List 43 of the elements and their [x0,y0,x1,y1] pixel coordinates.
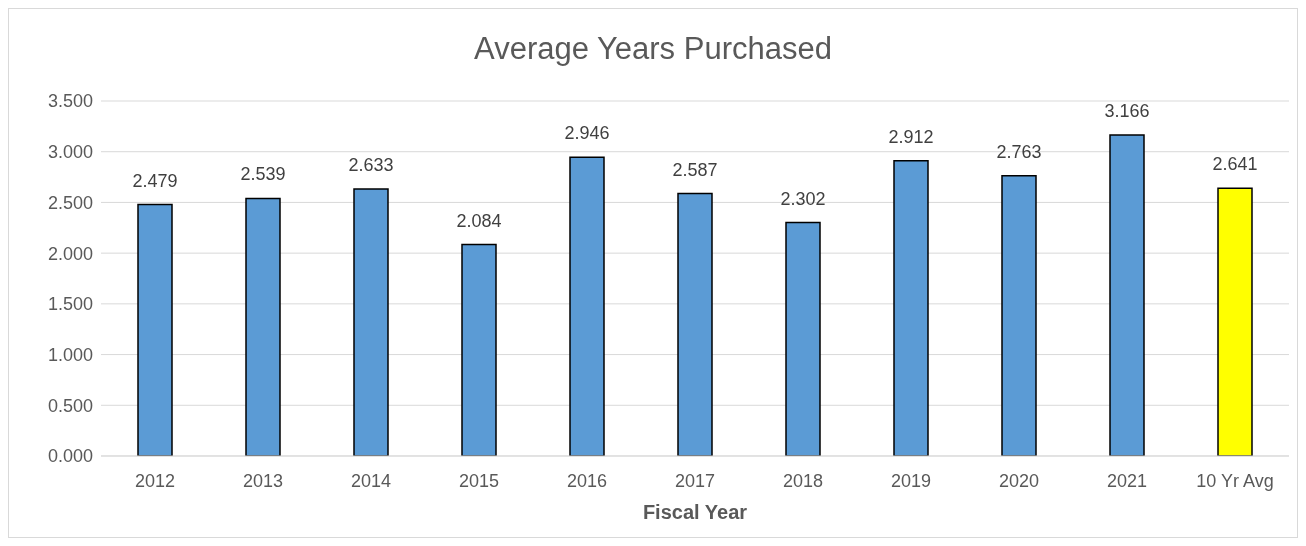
data-label: 2.084 [456,210,502,231]
x-axis-title: Fiscal Year [641,501,749,524]
bar [1001,175,1037,456]
bar [785,221,821,456]
y-tick-label: 0.500 [47,395,93,416]
x-tick-label: 2018 [782,470,824,491]
x-tick-label: 2017 [674,470,716,491]
bar [353,188,389,456]
bar [461,243,497,456]
data-label: 2.641 [1212,154,1258,175]
data-label: 2.479 [132,170,178,191]
data-label: 2.539 [240,164,286,185]
x-tick-label: 2021 [1106,470,1148,491]
x-tick-label: 2015 [458,470,500,491]
bar [677,192,713,456]
bar [893,159,929,456]
x-tick-label: 2020 [998,470,1040,491]
y-tick-label: 0.000 [47,446,93,467]
data-label: 2.946 [564,123,610,144]
data-label: 3.166 [1104,100,1150,121]
x-tick-label: 2013 [242,470,284,491]
y-tick-label: 2.000 [47,243,93,264]
data-label: 2.633 [348,154,394,175]
x-tick-label: 2016 [566,470,608,491]
y-tick-label: 1.500 [47,294,93,315]
bar [1109,134,1145,456]
y-tick-label: 1.000 [47,344,93,365]
x-tick-label: 2012 [134,470,176,491]
chart-title: Average Years Purchased [473,31,833,67]
bar [569,156,605,456]
data-label: 2.763 [996,141,1042,162]
x-tick-label: 2019 [890,470,932,491]
y-tick-label: 2.500 [47,192,93,213]
x-tick-label: 2014 [350,470,392,491]
data-label: 2.302 [780,188,826,209]
data-label: 2.587 [672,159,718,180]
x-tick-label: 10 Yr Avg [1196,470,1274,491]
bar [137,203,173,456]
bar [1217,187,1253,456]
y-tick-label: 3.000 [47,142,93,163]
bar [245,197,281,456]
data-label: 2.912 [888,126,934,147]
y-tick-label: 3.500 [47,91,93,112]
